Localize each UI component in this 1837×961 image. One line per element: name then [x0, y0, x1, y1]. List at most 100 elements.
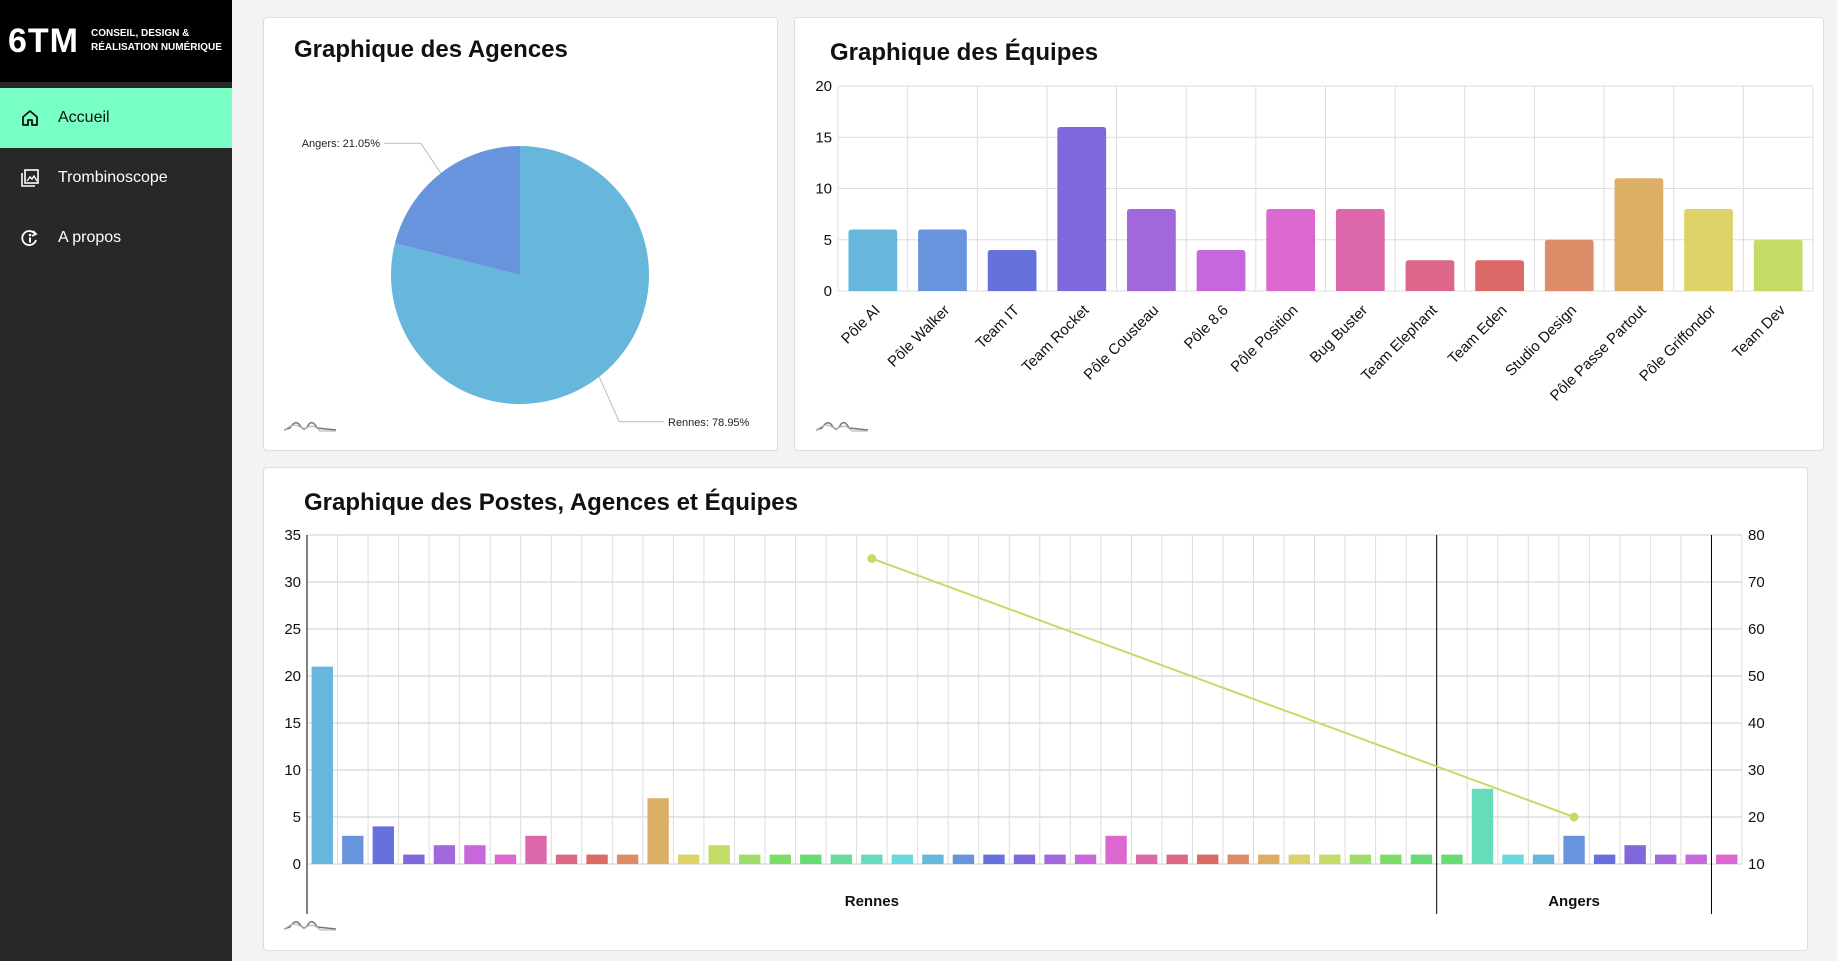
bar — [1502, 854, 1524, 864]
y2-tick-label: 70 — [1748, 574, 1765, 591]
y-tick-label: 15 — [284, 715, 301, 732]
amcharts-logo-icon[interactable] — [816, 414, 868, 434]
bar — [1475, 260, 1524, 291]
pie-slice-label: Rennes: 78.95% — [668, 417, 750, 429]
bar — [708, 845, 730, 864]
pie-label-line — [384, 142, 442, 174]
line-series — [871, 557, 1575, 818]
bar — [1266, 209, 1316, 291]
y-tick-label: 20 — [815, 78, 832, 95]
agences-pie-chart: Rennes: 78.95% Angers: 21.05% — [302, 138, 750, 429]
bar — [647, 798, 669, 864]
image-gallery-icon — [20, 168, 40, 188]
y-tick-label: 30 — [284, 574, 301, 591]
y-tick-label: 5 — [824, 232, 832, 249]
bar — [1563, 835, 1585, 864]
bar — [616, 854, 639, 864]
nav-item-trombinoscope[interactable]: Trombinoscope — [0, 148, 232, 208]
nav-item-a-propos[interactable]: A propos — [0, 208, 232, 268]
bar — [1166, 854, 1188, 864]
bar — [1288, 854, 1310, 864]
group-label: Rennes — [845, 893, 899, 910]
y2-tick-label: 40 — [1748, 715, 1765, 732]
bar — [677, 854, 700, 864]
bar — [769, 854, 791, 864]
bar — [800, 854, 822, 864]
bar — [1544, 239, 1594, 291]
y2-tick-label: 10 — [1748, 856, 1765, 873]
bar — [1753, 239, 1803, 291]
y2-tick-label: 80 — [1748, 527, 1765, 544]
x-tick-label: Pôle 8.6 — [1181, 302, 1232, 353]
bar — [1349, 854, 1372, 864]
group-label: Angers — [1548, 893, 1600, 910]
brand-logo[interactable]: 6TM CONSEIL, DESIGN & RÉALISATION NUMÉRI… — [0, 0, 232, 82]
postes-combined-chart: 0 5 10 15 20 25 30 35 10 20 30 40 50 60 70 80 Rennes Ange… — [284, 527, 1765, 914]
bar — [555, 854, 578, 864]
amcharts-logo-icon[interactable] — [284, 414, 336, 434]
x-tick-label: Bug Buster — [1307, 302, 1372, 367]
bar — [1258, 854, 1280, 864]
amcharts-logo-icon[interactable] — [284, 913, 336, 933]
bar — [1196, 250, 1246, 291]
nav-item-accueil[interactable]: Accueil — [0, 88, 232, 148]
bar — [891, 854, 914, 864]
line-point — [867, 554, 877, 563]
bar — [1380, 854, 1402, 864]
bar — [586, 854, 608, 864]
bar — [1593, 854, 1616, 864]
home-icon — [20, 108, 40, 128]
x-tick-label: Team Eden — [1445, 302, 1511, 368]
x-tick-label: Team IT — [973, 302, 1023, 352]
y-tick-label: 15 — [815, 129, 832, 146]
agences-chart-title: Graphique des Agences — [294, 36, 568, 63]
bar — [987, 250, 1037, 291]
bar — [922, 854, 944, 864]
bar — [1074, 854, 1097, 864]
bar — [1716, 854, 1738, 864]
y-tick-label: 0 — [824, 283, 832, 300]
pie-slice — [394, 146, 520, 275]
bar — [464, 845, 486, 864]
bar — [1654, 854, 1677, 864]
tagline-line-2: RÉALISATION NUMÉRIQUE — [91, 42, 222, 53]
x-tick-label: Pôle Walker — [884, 302, 953, 371]
y-tick-label: 0 — [293, 856, 301, 873]
bar — [830, 854, 852, 864]
bar — [1335, 209, 1385, 291]
y-tick-label: 10 — [284, 762, 301, 779]
bar — [1405, 260, 1455, 291]
bar — [739, 854, 761, 864]
sidebar: 6TM CONSEIL, DESIGN & RÉALISATION NUMÉRI… — [0, 0, 232, 961]
bar — [494, 854, 517, 864]
bar — [918, 229, 967, 291]
bar — [1105, 835, 1127, 864]
y2-tick-label: 60 — [1748, 621, 1765, 638]
bar — [1319, 854, 1341, 864]
x-tick-label: Pôle Cousteau — [1081, 302, 1163, 384]
y-tick-label: 35 — [284, 527, 301, 544]
nav-item-label: A propos — [58, 229, 122, 246]
equipes-chart-title: Graphique des Équipes — [830, 39, 1099, 66]
x-tick-label: Pôle AI — [838, 302, 884, 348]
postes-chart-card: Graphique des Postes, Agences et Équipes… — [263, 467, 1808, 951]
y2-tick-label: 20 — [1748, 809, 1765, 826]
logo-mark: 6TM — [8, 21, 79, 60]
bar — [342, 835, 364, 864]
bar — [403, 854, 425, 864]
bar — [1441, 854, 1463, 864]
bar — [983, 854, 1005, 864]
bar — [1410, 854, 1433, 864]
equipes-chart-card: Graphique des Équipes 0 5 10 15 20 Pôle AI Pôl… — [794, 17, 1824, 451]
x-tick-label: Team Dev — [1729, 301, 1789, 361]
logo-tagline: CONSEIL, DESIGN & RÉALISATION NUMÉRIQUE — [91, 27, 222, 55]
bar — [1471, 788, 1494, 864]
line-point — [1569, 812, 1579, 822]
bar — [1624, 845, 1646, 864]
bar — [848, 229, 898, 291]
bar — [1057, 127, 1107, 291]
x-tick-label: Pôle Position — [1228, 302, 1302, 376]
nav-item-label: Trombinoscope — [58, 169, 168, 186]
bar — [1614, 178, 1664, 291]
